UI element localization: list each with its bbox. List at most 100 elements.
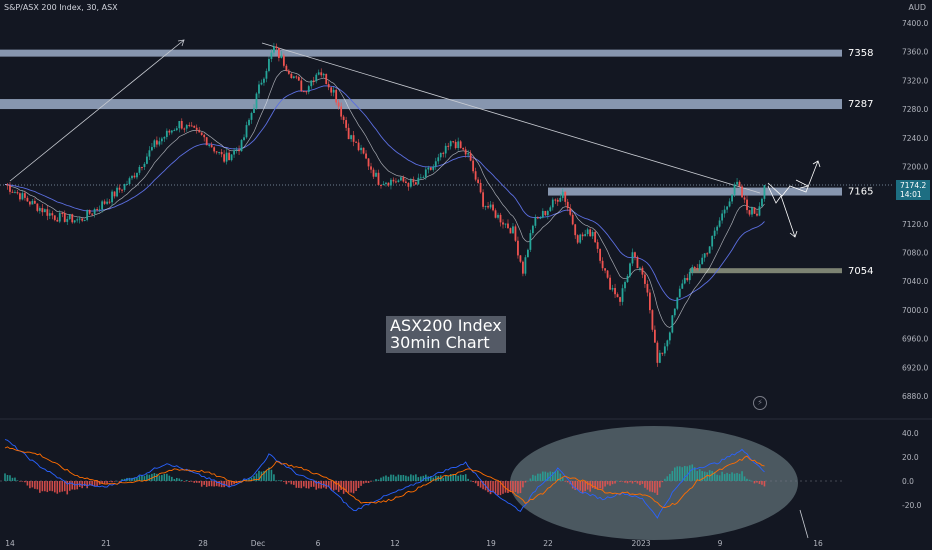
candle-body: [454, 141, 457, 149]
candle-body: [365, 153, 367, 159]
candle-body: [634, 252, 636, 258]
candle-body: [417, 177, 420, 185]
histogram-bar: [173, 478, 176, 481]
candle-body: [716, 226, 719, 231]
time-tick-label: 16: [813, 539, 823, 548]
candle-body: [467, 153, 470, 155]
candle-body: [113, 191, 116, 197]
time-tick-label: 9: [718, 539, 723, 548]
histogram-bar: [278, 480, 280, 481]
candle-body: [462, 147, 465, 150]
candle-body: [48, 213, 51, 216]
histogram-bar: [761, 481, 763, 485]
histogram-bar: [479, 481, 482, 488]
candle-body: [686, 277, 689, 281]
candle-body: [751, 207, 753, 215]
downtrend-line: [261, 42, 761, 194]
candle-body: [325, 73, 328, 85]
histogram-bar: [395, 476, 397, 481]
histogram-bar: [46, 481, 49, 493]
candle-body: [240, 140, 243, 152]
candle-body: [584, 234, 587, 237]
candle-body: [556, 199, 559, 202]
histogram-bar: [422, 475, 425, 481]
histogram-bar: [6, 474, 9, 481]
histogram-bar: [315, 481, 318, 490]
candle-body: [6, 184, 9, 186]
annotation-line-2: 30min Chart: [390, 333, 490, 352]
candle-body: [41, 208, 44, 213]
candle-body: [170, 130, 173, 133]
lightning-icon[interactable]: ⚡: [753, 396, 767, 410]
histogram-bar: [305, 481, 308, 489]
histogram-bar: [76, 481, 79, 490]
histogram-bar: [106, 481, 108, 484]
price-tick-label: 7080.0: [902, 249, 928, 258]
candle-body: [390, 179, 392, 186]
histogram-bar: [9, 475, 11, 481]
candle-body: [71, 214, 74, 223]
candle-body: [422, 177, 425, 179]
histogram-bar: [108, 481, 111, 482]
candle-body: [439, 152, 442, 158]
histogram-bar: [68, 481, 71, 491]
candle-body: [86, 210, 89, 220]
candle-body: [591, 231, 594, 237]
candle-body: [444, 145, 447, 154]
candle-body: [504, 223, 507, 225]
histogram-bar: [11, 477, 14, 481]
candle-body: [395, 181, 397, 183]
candle-body: [332, 89, 335, 93]
histogram-bar: [312, 481, 315, 487]
candle-body: [574, 224, 577, 236]
histogram-bar: [606, 481, 609, 485]
histogram-bar: [462, 475, 464, 481]
candle-body: [529, 233, 532, 250]
candle-body: [287, 70, 290, 74]
candle-body: [73, 220, 76, 223]
histogram-bar: [81, 481, 83, 489]
candle-body: [509, 228, 512, 234]
histogram-bar: [31, 481, 34, 488]
horizontal-zones: [0, 49, 892, 274]
candle-body: [56, 219, 59, 222]
candle-body: [609, 277, 611, 290]
candle-body: [437, 157, 440, 162]
candle-body: [116, 187, 118, 197]
price-tick-label: 7320.0: [902, 76, 928, 85]
candle-body: [636, 257, 639, 269]
histogram-bar: [178, 478, 181, 481]
histogram-bar: [681, 467, 684, 481]
histogram-bar: [586, 481, 589, 490]
candle-body: [419, 177, 422, 179]
candle-body: [165, 130, 168, 137]
candle-body: [611, 288, 614, 290]
histogram-bar: [718, 475, 721, 481]
candle-body: [123, 184, 126, 190]
histogram-bar: [449, 474, 452, 481]
candle-body: [736, 181, 738, 185]
candle-body: [698, 264, 701, 269]
symbol-title[interactable]: S&P/ASX 200 Index, 30, ASX: [4, 3, 118, 12]
candle-body: [693, 267, 696, 269]
candle-body: [213, 147, 216, 152]
candle-body: [447, 145, 450, 147]
histogram-bar: [537, 473, 539, 481]
candle-body: [746, 199, 748, 211]
histogram-bar: [385, 475, 387, 481]
histogram-bar: [71, 481, 74, 490]
candle-body: [355, 141, 357, 143]
candle-body: [688, 271, 691, 281]
histogram-bar: [514, 481, 517, 492]
histogram-bar: [365, 481, 367, 483]
candle-body: [559, 197, 562, 202]
time-tick-label: 14: [5, 539, 15, 548]
candle-body: [519, 255, 522, 262]
histogram-bar: [96, 481, 98, 487]
histogram-bar: [382, 476, 385, 481]
candle-body: [215, 151, 218, 153]
histogram-bar: [255, 473, 258, 481]
histogram-bar: [407, 476, 410, 481]
histogram-bar: [193, 481, 196, 483]
candle-body: [392, 179, 395, 182]
